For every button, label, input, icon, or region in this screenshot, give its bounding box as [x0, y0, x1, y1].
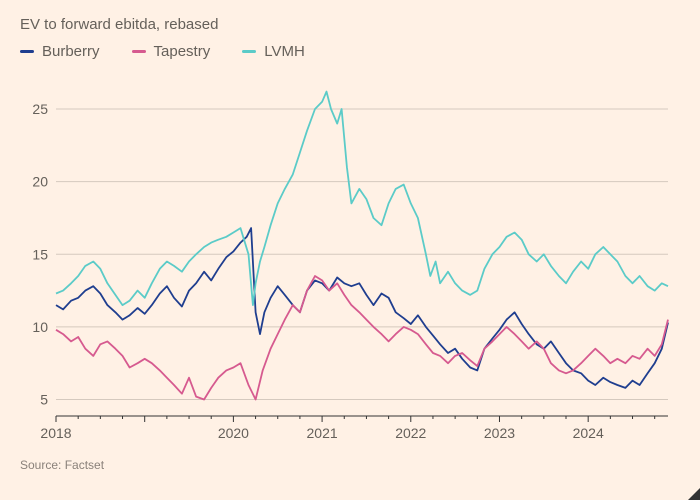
legend-swatch — [242, 50, 256, 53]
svg-text:10: 10 — [32, 319, 48, 335]
legend-label: Tapestry — [154, 43, 211, 60]
svg-text:2022: 2022 — [395, 425, 426, 441]
legend-label: Burberry — [42, 43, 100, 60]
svg-text:2020: 2020 — [218, 425, 249, 441]
legend-swatch — [132, 50, 146, 53]
chart-plot-area: 5 10 15 20 25 2018 2020 2021 2022 2023 2024 — [20, 70, 680, 450]
svg-text:2023: 2023 — [484, 425, 515, 441]
chart-svg: 5 10 15 20 25 2018 2020 2021 2022 2023 2024 — [20, 70, 680, 450]
svg-text:25: 25 — [32, 101, 48, 117]
legend-item-burberry: Burberry — [20, 43, 100, 60]
svg-text:2021: 2021 — [307, 425, 338, 441]
svg-text:5: 5 — [40, 391, 48, 407]
svg-text:20: 20 — [32, 174, 48, 190]
legend-label: LVMH — [264, 43, 305, 60]
legend-item-tapestry: Tapestry — [132, 43, 211, 60]
svg-text:15: 15 — [32, 246, 48, 262]
legend: Burberry Tapestry LVMH — [20, 43, 680, 60]
svg-text:2024: 2024 — [573, 425, 604, 441]
legend-item-lvmh: LVMH — [242, 43, 305, 60]
chart-container: EV to forward ebitda, rebased Burberry T… — [0, 0, 700, 500]
corner-triangle-icon — [688, 488, 700, 500]
svg-text:2018: 2018 — [40, 425, 71, 441]
chart-subtitle: EV to forward ebitda, rebased — [20, 16, 680, 33]
legend-swatch — [20, 50, 34, 53]
chart-source: Source: Factset — [20, 458, 680, 472]
